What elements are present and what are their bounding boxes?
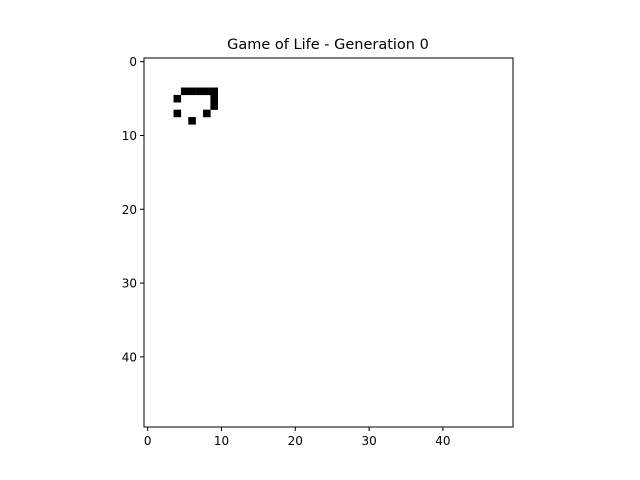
y-tick-label: 30 — [122, 277, 137, 291]
alive-cell — [173, 94, 182, 103]
y-tick-label: 10 — [122, 129, 137, 143]
x-tick-label: 10 — [214, 434, 229, 448]
y-tick-label: 0 — [129, 55, 137, 69]
alive-cell — [203, 109, 211, 118]
alive-cell — [188, 87, 196, 96]
alive-cell — [210, 102, 218, 110]
game-board — [143, 57, 514, 428]
alive-cell — [203, 87, 211, 96]
alive-cell — [210, 94, 218, 103]
alive-cell — [188, 117, 196, 125]
alive-cell — [180, 87, 189, 96]
x-tick-label: 20 — [288, 434, 303, 448]
x-tick-label: 40 — [435, 434, 450, 448]
y-axis: 0 10 20 30 40 — [122, 55, 144, 364]
y-tick-label: 20 — [122, 203, 137, 217]
cells-layer — [173, 87, 218, 125]
alive-cell — [173, 109, 182, 118]
axes-frame — [143, 57, 514, 428]
plot-title: Game of Life - Generation 0 — [227, 37, 429, 53]
alive-cell — [210, 87, 218, 96]
y-tick-label: 40 — [122, 350, 137, 364]
x-tick-label: 0 — [144, 434, 152, 448]
board-background — [144, 58, 513, 427]
x-tick-label: 30 — [361, 434, 376, 448]
alive-cell — [195, 87, 204, 96]
x-axis: 0 10 20 30 40 — [144, 427, 451, 448]
